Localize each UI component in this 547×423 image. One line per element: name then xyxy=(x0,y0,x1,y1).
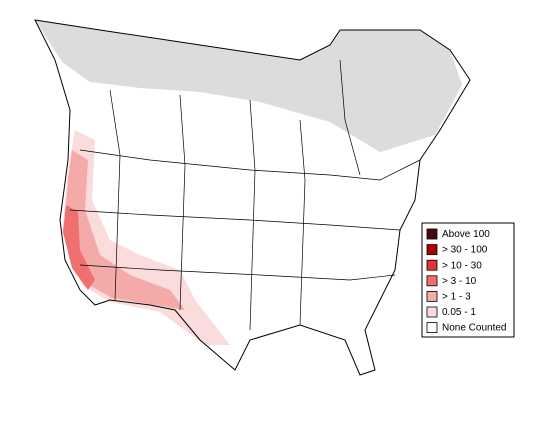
legend-label: > 3 - 10 xyxy=(442,276,477,287)
legend-label: Above 100 xyxy=(442,229,490,240)
legend-swatch xyxy=(426,290,438,302)
coast-outline xyxy=(34,19,471,376)
legend-swatch xyxy=(426,244,438,256)
legend-label: 0.05 - 1 xyxy=(442,307,476,318)
legend-swatch xyxy=(426,228,438,240)
high-abundance xyxy=(63,205,95,290)
legend-swatch xyxy=(426,275,438,287)
mid-abundance xyxy=(64,150,185,310)
legend-swatch xyxy=(426,306,438,318)
legend-label: > 1 - 3 xyxy=(442,292,471,303)
legend-swatch xyxy=(426,322,438,334)
legend-label: None Counted xyxy=(442,323,507,334)
legend-swatch xyxy=(426,259,438,271)
borders xyxy=(69,59,421,331)
legend: Above 100 > 30 - 100 > 10 - 30 > 3 - 10 > 1 … xyxy=(426,228,507,334)
legend-label: > 10 - 30 xyxy=(442,260,482,271)
legend-label: > 30 - 100 xyxy=(442,245,488,256)
no-count-region xyxy=(35,20,462,152)
